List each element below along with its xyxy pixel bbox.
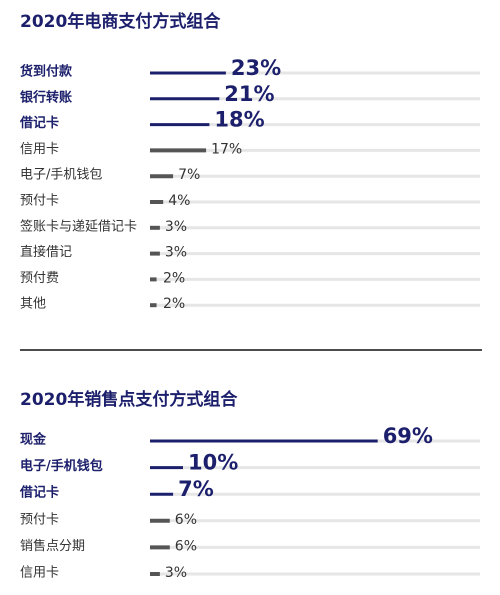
value-label: 7% <box>178 477 214 501</box>
value-label: 2% <box>163 296 185 312</box>
category-label: 现金 <box>20 432 47 448</box>
category-label: 货到付款 <box>20 64 73 80</box>
value-label: 4% <box>168 193 190 209</box>
category-label: 借记卡 <box>19 115 59 131</box>
category-label: 签账卡与递延借记卡 <box>20 218 137 234</box>
value-label: 23% <box>231 56 281 80</box>
category-label: 信用卡 <box>20 142 59 157</box>
category-label: 其他 <box>20 297 46 312</box>
value-label: 3% <box>165 245 187 261</box>
category-label: 信用卡 <box>20 566 59 581</box>
value-label: 3% <box>165 219 187 235</box>
value-label: 6% <box>175 512 197 528</box>
category-label: 销售点分期 <box>20 538 85 554</box>
chart-title: 2020年电商支付方式组合 <box>20 11 221 32</box>
value-label: 6% <box>175 538 197 554</box>
category-label: 预付卡 <box>20 512 59 527</box>
category-label: 银行转账 <box>20 89 72 105</box>
value-label: 3% <box>165 565 187 581</box>
category-label: 电子/手机钱包 <box>20 168 102 183</box>
category-label: 预付费 <box>20 271 59 286</box>
category-label: 直接借记 <box>20 244 72 260</box>
category-label: 预付卡 <box>20 194 59 209</box>
value-label: 18% <box>214 108 264 132</box>
category-label: 借记卡 <box>19 485 59 501</box>
category-label: 电子/手机钱包 <box>20 458 103 474</box>
value-label: 17% <box>211 141 242 157</box>
value-label: 69% <box>383 424 433 448</box>
value-label: 2% <box>163 270 185 286</box>
value-label: 7% <box>178 167 200 183</box>
chart-title: 2020年销售点支付方式组合 <box>20 389 238 410</box>
value-label: 21% <box>224 82 274 106</box>
value-label: 10% <box>188 451 238 475</box>
